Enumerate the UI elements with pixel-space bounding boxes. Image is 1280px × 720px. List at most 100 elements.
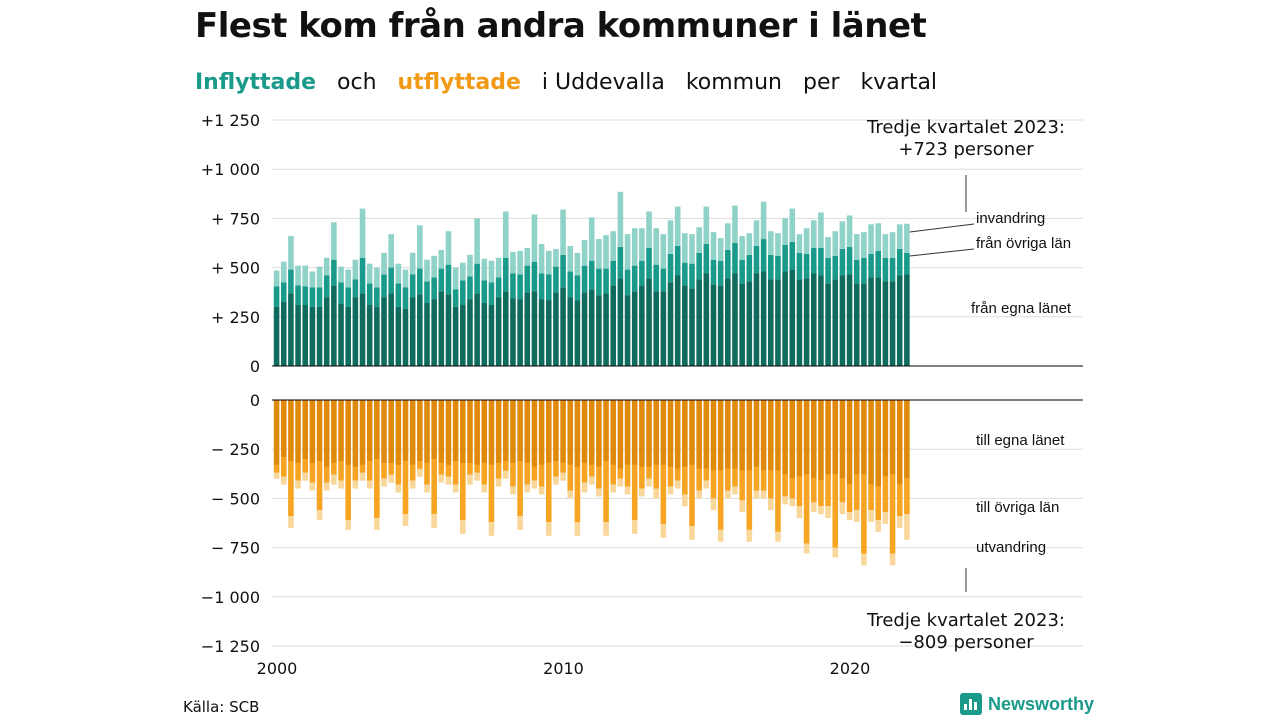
bar-in-egna — [725, 278, 731, 366]
bar-in-egna — [710, 284, 717, 366]
bar-ut-egna — [832, 400, 839, 475]
bar-in-egna — [782, 271, 788, 366]
annotation-bottom-line1: Tredje kvartalet 2023: — [866, 610, 1065, 631]
brand-logo[interactable]: Newsworthy — [960, 693, 1094, 715]
bar-in-invandring — [853, 234, 860, 260]
bar-ut-egna — [839, 400, 846, 479]
bar-in-egna — [853, 283, 860, 366]
bar-in-ovriga — [467, 276, 473, 300]
y-tick-label-top: +1 000 — [201, 160, 260, 179]
bar-ut-utvandring — [617, 478, 624, 487]
bar-ut-egna — [753, 400, 760, 467]
bar-ut-ovriga — [374, 459, 380, 519]
bar-ut-utvandring — [703, 480, 710, 489]
bar-in-ovriga — [438, 268, 445, 292]
bar-in-egna — [417, 294, 423, 366]
bar-in-ovriga — [338, 282, 344, 305]
bar-ut-utvandring — [789, 498, 796, 507]
bar-in-ovriga — [488, 282, 495, 305]
bar-ut-egna — [338, 400, 344, 462]
bar-in-invandring — [768, 231, 774, 255]
bar-in-ovriga — [603, 268, 609, 294]
bar-ut-utvandring — [460, 520, 466, 534]
bar-ut-ovriga — [280, 457, 287, 477]
bar-ut-ovriga — [517, 461, 523, 517]
bar-ut-ovriga — [889, 474, 896, 554]
bar-in-egna — [538, 299, 545, 366]
bar-ut-egna — [524, 400, 531, 463]
bar-in-egna — [674, 275, 681, 366]
bar-ut-ovriga — [388, 462, 394, 475]
bar-ut-utvandring — [882, 512, 889, 524]
bar-ut-ovriga — [474, 464, 480, 473]
bar-ut-utvandring — [424, 484, 430, 493]
annotation-top-line2: +723 personer — [898, 139, 1034, 160]
x-tick-label: 2010 — [543, 659, 584, 678]
leader-invandring — [909, 223, 975, 233]
bar-in-invandring — [474, 218, 480, 264]
x-tick-label: 2020 — [830, 659, 871, 678]
bar-in-invandring — [896, 224, 903, 249]
bar-ut-egna — [409, 400, 416, 465]
bar-ut-utvandring — [531, 480, 538, 489]
bar-ut-ovriga — [381, 462, 387, 479]
bar-ut-egna — [438, 400, 445, 463]
bar-ut-utvandring — [653, 488, 659, 499]
bar-ut-egna — [481, 400, 488, 463]
annotation-top-line1: Tredje kvartalet 2023: — [866, 117, 1065, 138]
bar-ut-egna — [631, 400, 638, 465]
bar-in-invandring — [359, 208, 366, 258]
bar-ut-egna — [603, 400, 609, 462]
bar-in-invandring — [861, 232, 867, 258]
bar-ut-utvandring — [467, 474, 473, 485]
bar-in-egna — [359, 293, 366, 366]
bar-in-ovriga — [846, 246, 853, 275]
bar-ut-egna — [674, 400, 681, 469]
y-tick-label-bottom: −1 250 — [201, 637, 260, 656]
bar-ut-ovriga — [567, 464, 574, 491]
bar-ut-ovriga — [524, 462, 531, 485]
bar-in-ovriga — [710, 259, 717, 285]
bar-in-invandring — [689, 234, 695, 264]
bar-ut-utvandring — [280, 476, 287, 485]
bar-ut-egna — [853, 400, 860, 475]
subtitle-rest-0: i Uddevalla — [541, 70, 665, 95]
bar-ut-egna — [825, 400, 831, 475]
bar-in-invandring — [617, 191, 624, 247]
bar-ut-egna — [739, 400, 745, 471]
bar-ut-ovriga — [710, 470, 717, 499]
bar-in-ovriga — [452, 289, 459, 307]
bar-ut-ovriga — [904, 478, 910, 515]
bar-ut-utvandring — [288, 516, 294, 528]
bar-ut-utvandring — [810, 502, 817, 513]
bar-in-invandring — [639, 228, 645, 261]
bar-ut-utvandring — [768, 498, 774, 511]
bar-ut-egna — [717, 400, 724, 471]
bar-ut-utvandring — [374, 518, 380, 530]
bar-ut-ovriga — [810, 478, 817, 503]
bar-in-egna — [338, 304, 344, 366]
bar-in-invandring — [445, 231, 452, 265]
bar-in-ovriga — [560, 254, 566, 288]
bar-ut-ovriga — [574, 466, 581, 523]
bar-in-egna — [624, 295, 631, 366]
bar-ut-egna — [624, 400, 631, 465]
bar-in-invandring — [345, 269, 351, 288]
bar-in-invandring — [502, 211, 509, 258]
bar-ut-egna — [617, 400, 624, 469]
bar-in-ovriga — [624, 269, 631, 296]
bar-ut-ovriga — [467, 462, 473, 475]
y-tick-label-bottom: −1 000 — [201, 588, 260, 607]
bar-in-invandring — [517, 250, 523, 275]
bar-in-invandring — [818, 212, 824, 248]
bar-in-invandring — [524, 247, 531, 266]
subtitle-rest-3: kvartal — [860, 70, 938, 95]
bar-ut-utvandring — [488, 522, 495, 536]
bar-in-ovriga — [581, 265, 588, 293]
bar-ut-egna — [581, 400, 588, 463]
series-label-fran-ovriga: från övriga län — [976, 235, 1071, 252]
bar-in-egna — [531, 291, 538, 366]
bar-ut-egna — [667, 400, 674, 467]
bar-ut-ovriga — [331, 462, 337, 475]
